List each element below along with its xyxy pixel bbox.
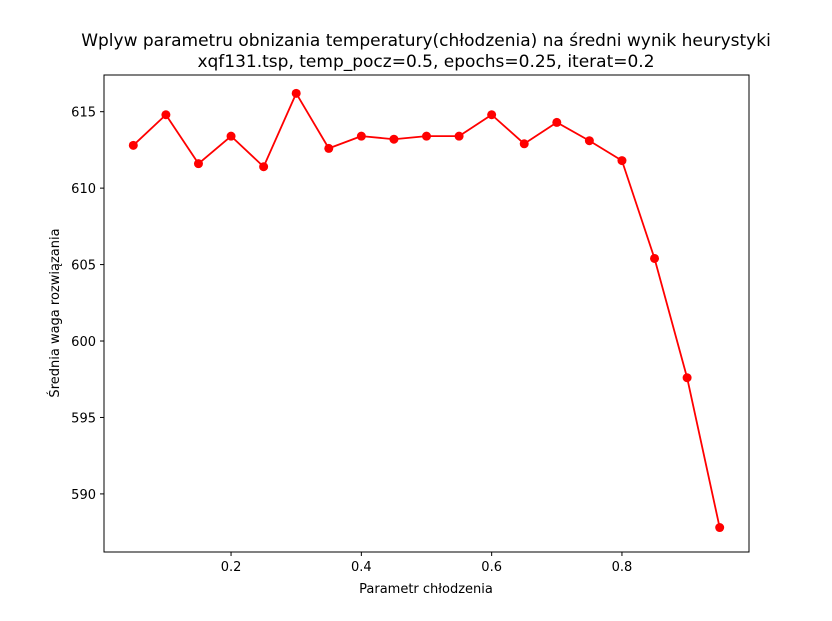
data-point [161, 110, 171, 120]
y-axis: 590 595 600 605 610 615 [71, 106, 104, 503]
data-point [128, 140, 138, 150]
data-point [487, 110, 497, 120]
data-point [584, 136, 594, 146]
y-tick-label: 590 [71, 488, 96, 503]
data-point [291, 88, 301, 98]
y-tick-label: 615 [71, 106, 96, 121]
x-tick-label: 0.8 [612, 560, 633, 575]
y-axis-label: Średnia waga rozwiązania [47, 228, 63, 397]
data-point [715, 523, 725, 533]
y-tick-label: 600 [71, 335, 96, 350]
y-tick-label: 610 [71, 182, 96, 197]
data-point [193, 159, 203, 169]
x-tick-label: 0.4 [351, 560, 372, 575]
series-line [132, 92, 721, 528]
y-tick-label: 595 [71, 411, 96, 426]
data-point [422, 131, 431, 141]
data-point [617, 156, 627, 166]
data-point [682, 373, 692, 383]
data-point [356, 131, 366, 141]
chart-title: Wplyw parametru obnizania temperatury(ch… [81, 31, 771, 51]
data-point [259, 162, 269, 172]
x-axis: 0.2 0.4 0.6 0.8 [221, 552, 633, 575]
data-point [519, 139, 529, 149]
data-point [552, 117, 562, 127]
y-tick-label: 605 [71, 259, 96, 274]
series [128, 88, 725, 533]
data-point [324, 143, 334, 153]
x-axis-label: Parametr chłodzenia [359, 582, 493, 597]
plot-area: 0.2 0.4 0.6 0.8 590 595 600 605 610 615 [71, 74, 750, 575]
chart-subtitle: xqf131.tsp, temp_pocz=0.5, epochs=0.25, … [197, 52, 654, 72]
x-tick-label: 0.6 [481, 560, 502, 575]
data-point [226, 131, 236, 141]
data-point [454, 131, 464, 141]
x-tick-label: 0.2 [221, 560, 242, 575]
data-point [389, 134, 399, 144]
data-point [650, 253, 660, 263]
plot-frame [103, 74, 750, 553]
